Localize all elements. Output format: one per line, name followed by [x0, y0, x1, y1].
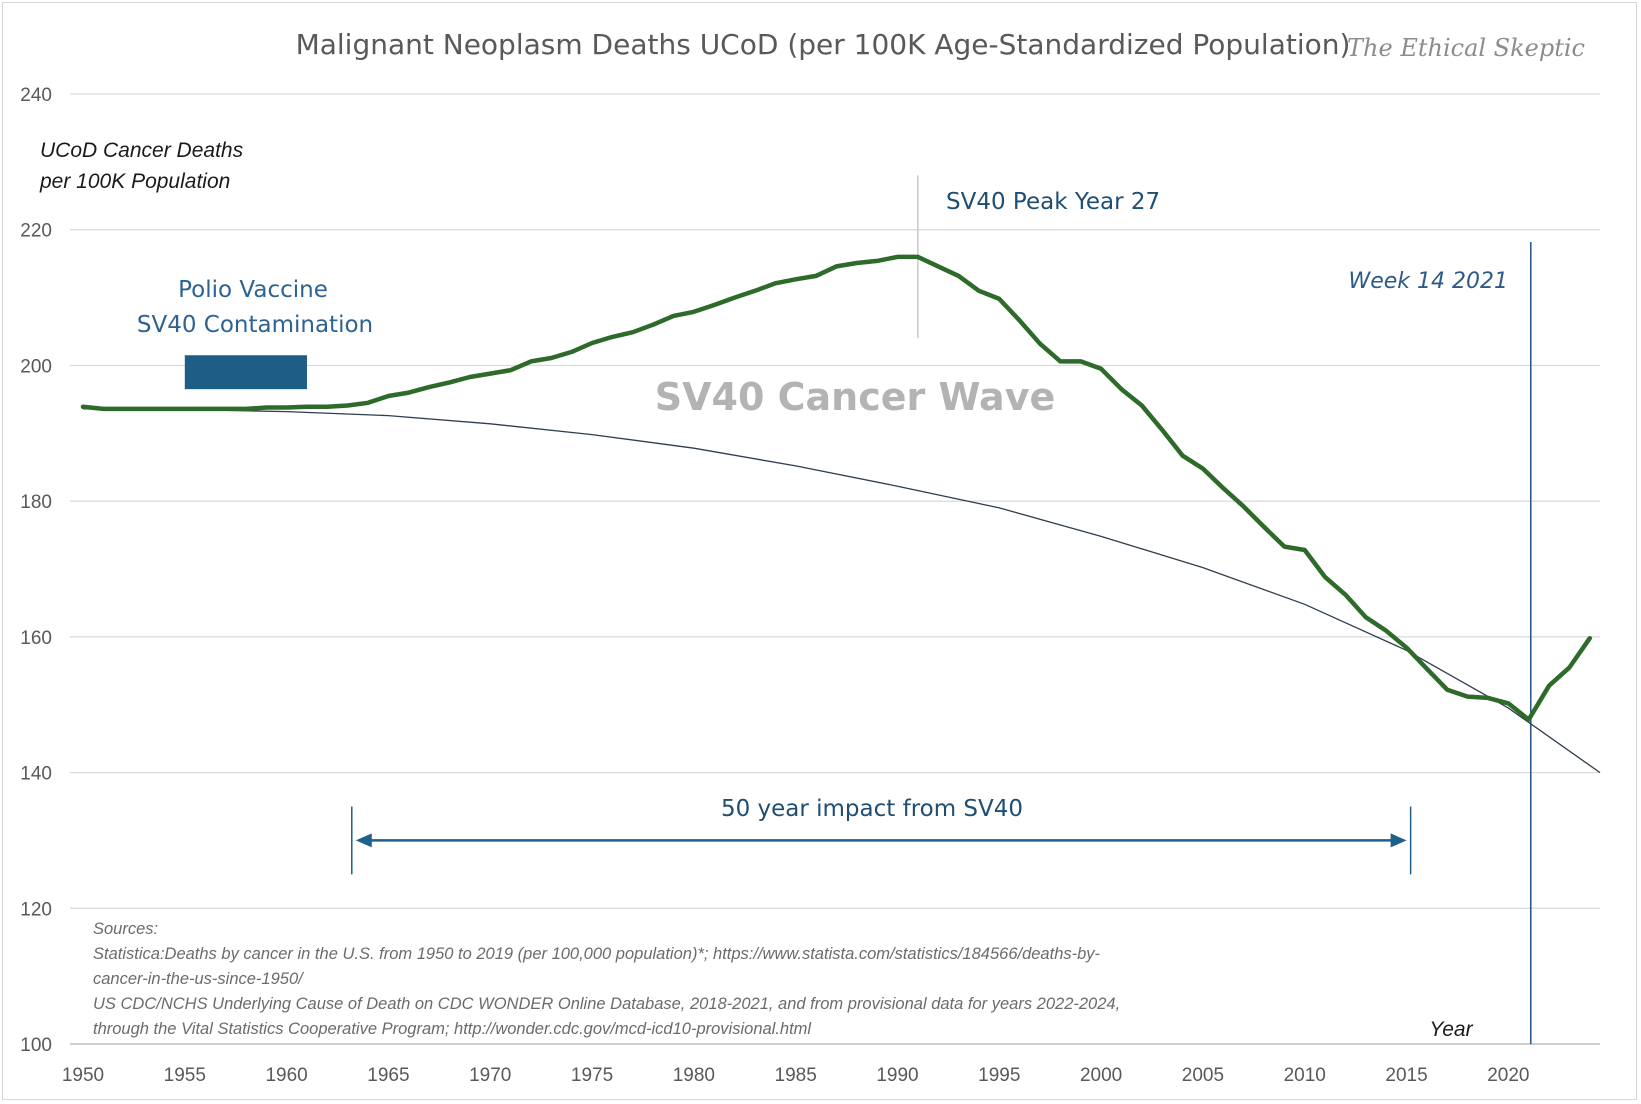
sources-line-1: Sources: — [93, 920, 158, 938]
impact-label: 50 year impact from SV40 — [721, 796, 1023, 822]
x-tick-label-1965: 1965 — [367, 1065, 409, 1086]
x-tick-label-1960: 1960 — [265, 1065, 307, 1086]
x-tick-label-2005: 2005 — [1182, 1065, 1224, 1086]
impact-arrowhead-left — [355, 833, 372, 848]
x-tick-label-1970: 1970 — [469, 1065, 511, 1086]
x-tick-label-2010: 2010 — [1284, 1065, 1326, 1086]
y-tick-label-120: 120 — [20, 899, 52, 920]
y-axis-label-line2: per 100K Population — [39, 170, 230, 193]
y-tick-label-180: 180 — [20, 492, 52, 513]
x-tick-label-1985: 1985 — [775, 1065, 817, 1086]
chart-title: Malignant Neoplasm Deaths UCoD (per 100K… — [296, 28, 1351, 61]
x-tick-label-2000: 2000 — [1080, 1065, 1122, 1086]
y-tick-label-100: 100 — [20, 1035, 52, 1056]
annotations: Polio Vaccine SV40 Contamination SV40 Pe… — [137, 175, 1532, 1044]
y-tick-label-140: 140 — [20, 764, 52, 785]
x-tick-labels: 1950 1955 1960 1965 1970 1975 1980 1985 1990 1995… — [62, 1065, 1530, 1086]
sources-line-5: through the Vital Statistics Cooperative… — [93, 1020, 812, 1038]
sources-note: Sources: Statistica:Deaths by cancer in … — [93, 920, 1120, 1038]
y-axis-label-line1: UCoD Cancer Deaths — [40, 139, 244, 162]
y-tick-label-160: 160 — [20, 628, 52, 649]
sources-line-4: US CDC/NCHS Underlying Cause of Death on… — [93, 995, 1120, 1013]
x-tick-label-1980: 1980 — [673, 1065, 715, 1086]
x-tick-label-2015: 2015 — [1385, 1065, 1427, 1086]
sources-line-3: cancer-in-the-us-since-1950/ — [93, 970, 304, 988]
series-trend-line — [82, 408, 1601, 774]
y-tick-label-200: 200 — [20, 356, 52, 377]
polio-label-line1: Polio Vaccine — [178, 277, 328, 303]
x-tick-label-1995: 1995 — [978, 1065, 1020, 1086]
x-tick-label-2020: 2020 — [1487, 1065, 1529, 1086]
x-tick-label-1975: 1975 — [571, 1065, 613, 1086]
y-tick-label-220: 220 — [20, 221, 52, 242]
x-tick-label-1950: 1950 — [62, 1065, 104, 1086]
x-tick-label-1955: 1955 — [164, 1065, 206, 1086]
polio-vaccine-bar — [184, 355, 307, 390]
x-tick-label-1990: 1990 — [876, 1065, 918, 1086]
x-axis-label: Year — [1429, 1018, 1473, 1041]
y-tick-label-240: 240 — [20, 85, 52, 106]
sources-line-2: Statistica:Deaths by cancer in the U.S. … — [93, 945, 1101, 963]
wave-label: SV40 Cancer Wave — [655, 375, 1055, 419]
polio-label-line2: SV40 Contamination — [137, 312, 373, 338]
peak-year-label: SV40 Peak Year 27 — [946, 189, 1160, 215]
impact-arrowhead-right — [1390, 833, 1407, 848]
watermark-brand: The Ethical Skeptic — [1347, 34, 1585, 62]
gridlines — [70, 93, 1600, 1045]
series-actual-line — [80, 254, 1593, 722]
y-tick-labels: 100 120 140 160 180 200 220 240 — [20, 85, 52, 1056]
week-label: Week 14 2021 — [1348, 269, 1508, 294]
